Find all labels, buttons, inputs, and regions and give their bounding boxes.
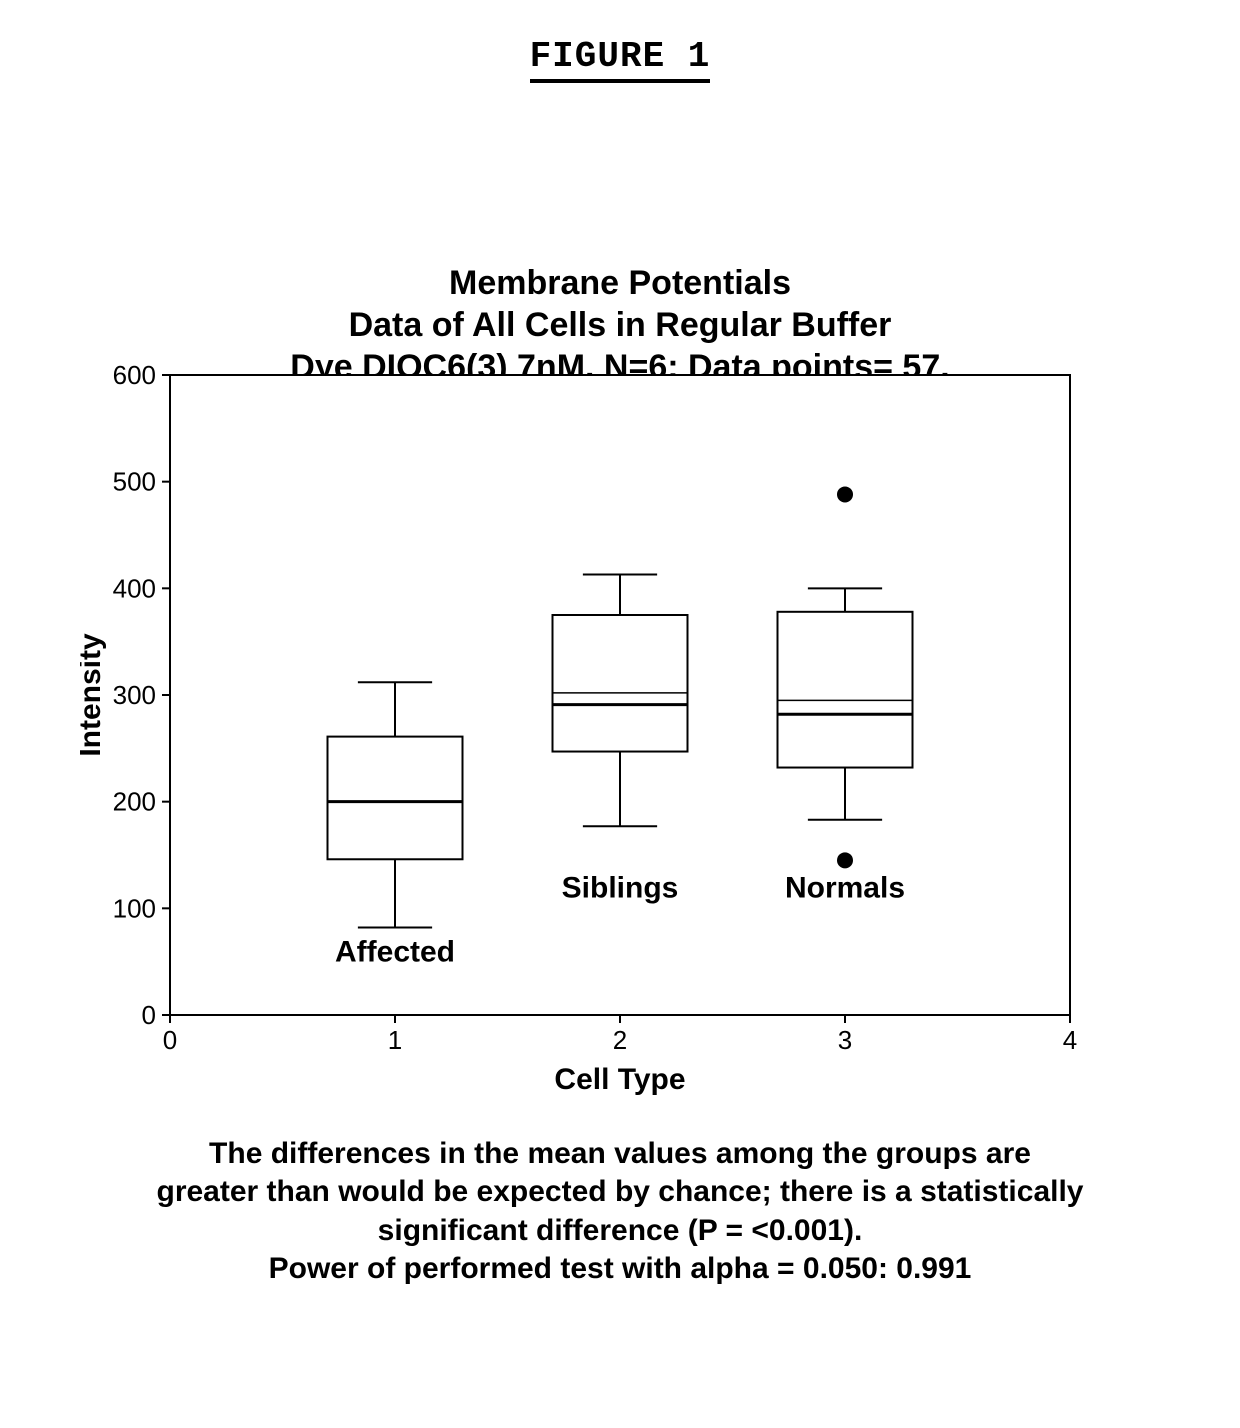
x-axis-label: Cell Type: [554, 1063, 685, 1096]
caption-line4: Power of performed test with alpha = 0.0…: [0, 1250, 1240, 1288]
y-tick-label: 500: [113, 467, 156, 497]
chart-caption: The differences in the mean values among…: [0, 1135, 1240, 1289]
caption-line3: significant difference (P = <0.001).: [0, 1212, 1240, 1250]
x-tick-label: 0: [163, 1025, 177, 1055]
caption-line2: greater than would be expected by chance…: [0, 1173, 1240, 1211]
y-tick-label: 200: [113, 787, 156, 817]
x-tick-label: 3: [838, 1025, 852, 1055]
caption-line1: The differences in the mean values among…: [0, 1135, 1240, 1173]
category-label: Siblings: [562, 872, 679, 905]
y-tick-label: 0: [142, 1000, 156, 1030]
category-label: Normals: [785, 872, 905, 905]
box: [553, 615, 688, 752]
figure-label: FIGURE 1: [0, 36, 1240, 77]
category-label: Affected: [335, 936, 455, 969]
page: FIGURE 1 Membrane Potentials Data of All…: [0, 0, 1240, 1428]
x-tick-label: 1: [388, 1025, 402, 1055]
y-tick-label: 400: [113, 573, 156, 603]
box: [778, 612, 913, 768]
boxplot-chart: 0 100 200 300 400 500 600 0 1 2 3 4 Intensity Cell Ty…: [80, 365, 1090, 1125]
y-tick-label: 600: [113, 365, 156, 390]
y-tick-label: 300: [113, 680, 156, 710]
box: [328, 737, 463, 860]
outlier-point: [837, 852, 853, 868]
outlier-point: [837, 486, 853, 502]
y-axis-label: Intensity: [80, 633, 107, 757]
y-tick-label: 100: [113, 893, 156, 923]
chart-title-line2: Data of All Cells in Regular Buffer: [0, 306, 1240, 345]
x-tick-label: 4: [1063, 1025, 1077, 1055]
figure-label-text: FIGURE 1: [530, 36, 711, 83]
x-tick-label: 2: [613, 1025, 627, 1055]
chart-title-line1: Membrane Potentials: [0, 264, 1240, 303]
boxplot-svg: 0 100 200 300 400 500 600 0 1 2 3 4 Intensity Cell Ty…: [80, 365, 1090, 1125]
